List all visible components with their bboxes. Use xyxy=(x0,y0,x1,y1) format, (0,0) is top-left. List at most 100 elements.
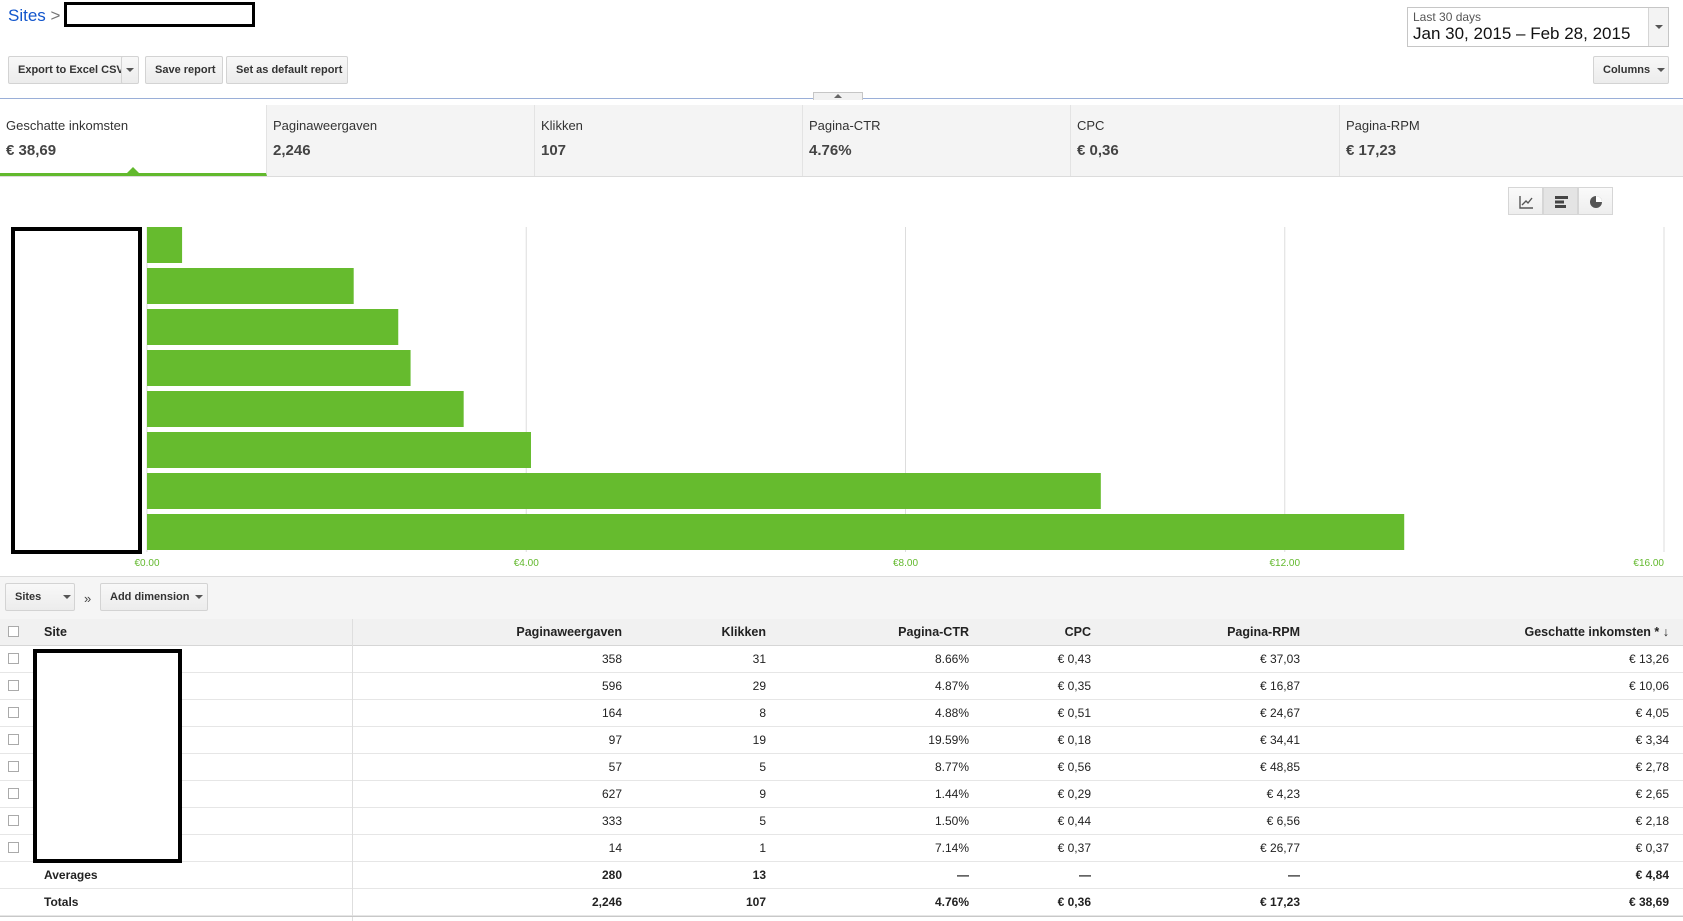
metric-tile-page-ctr[interactable]: Pagina-CTR 4.76% xyxy=(803,105,1071,176)
row-checkbox[interactable] xyxy=(8,734,19,745)
row-checkbox[interactable] xyxy=(8,707,19,718)
cell-estimated-earnings: € 3,34 xyxy=(1635,733,1669,747)
metric-tile-estimated-earnings[interactable]: Geschatte inkomsten € 38,69 xyxy=(0,105,267,176)
chart-bar[interactable] xyxy=(147,309,399,345)
table-row[interactable]: 358 31 8.66% € 0,43 € 37,03 € 13,26 xyxy=(0,646,1683,673)
chevron-up-icon xyxy=(834,94,842,98)
chart-bar[interactable] xyxy=(147,432,531,468)
metric-tiles: Geschatte inkomsten € 38,69 Paginaweerga… xyxy=(0,105,1683,177)
columns-button[interactable]: Columns xyxy=(1593,56,1669,84)
cell-page-ctr: 4.88% xyxy=(934,706,969,720)
select-all-checkbox[interactable] xyxy=(8,626,19,637)
metric-tile-cpc[interactable]: CPC € 0,36 xyxy=(1071,105,1340,176)
header-estimated-earnings[interactable]: Geschatte inkomsten * ↓ xyxy=(1524,625,1670,639)
cell-clicks: 5 xyxy=(759,760,766,774)
cell-page-ctr: 19.59% xyxy=(928,733,969,747)
cell-clicks: 19 xyxy=(752,733,766,747)
cell-page-ctr: 8.77% xyxy=(934,760,969,774)
cell-page-rpm: € 48,85 xyxy=(1259,760,1300,774)
table-row[interactable]: 14 1 7.14% € 0,37 € 26,77 € 0,37 xyxy=(0,835,1683,862)
date-range-picker[interactable]: Last 30 days Jan 30, 2015 – Feb 28, 2015 xyxy=(1407,7,1669,47)
cell-page-rpm: € 16,87 xyxy=(1259,679,1300,693)
cell-clicks: 8 xyxy=(759,706,766,720)
table-row[interactable]: 627 9 1.44% € 0,29 € 4,23 € 2,65 xyxy=(0,781,1683,808)
totals-cell-page-views: 2,246 xyxy=(591,895,622,909)
pie-chart-toggle[interactable] xyxy=(1578,187,1613,215)
set-default-report-label: Set as default report xyxy=(236,64,343,76)
averages-label: Averages xyxy=(44,868,98,882)
chevron-down-icon xyxy=(1657,68,1665,72)
metric-tile-page-rpm[interactable]: Pagina-RPM € 17,23 xyxy=(1340,105,1683,176)
averages-cell-clicks: 13 xyxy=(752,868,766,882)
cell-page-views: 57 xyxy=(608,760,622,774)
row-checkbox[interactable] xyxy=(8,788,19,799)
cell-cpc: € 0,37 xyxy=(1057,841,1091,855)
cell-page-ctr: 7.14% xyxy=(934,841,969,855)
cell-page-rpm: € 4,23 xyxy=(1266,787,1300,801)
export-options-dropdown[interactable] xyxy=(121,56,139,84)
averages-cell-cpc: — xyxy=(1079,868,1091,882)
cell-page-ctr: 8.66% xyxy=(934,652,969,666)
cell-page-rpm: € 24,67 xyxy=(1259,706,1300,720)
line-chart-toggle[interactable] xyxy=(1508,187,1543,215)
date-range-dropdown[interactable] xyxy=(1648,8,1668,46)
metric-value: 107 xyxy=(541,142,567,159)
header-cpc[interactable]: CPC xyxy=(1064,625,1091,639)
cell-estimated-earnings: € 2,65 xyxy=(1635,787,1669,801)
row-checkbox[interactable] xyxy=(8,680,19,691)
pie-chart-icon xyxy=(1590,196,1602,208)
cell-page-ctr: 1.44% xyxy=(934,787,969,801)
table-row[interactable]: 57 5 8.77% € 0,56 € 48,85 € 2,78 xyxy=(0,754,1683,781)
chevron-down-icon xyxy=(1655,25,1663,29)
chart-bar[interactable] xyxy=(147,514,1405,550)
cell-cpc: € 0,43 xyxy=(1057,652,1091,666)
table-row[interactable]: 596 29 4.87% € 0,35 € 16,87 € 10,06 xyxy=(0,673,1683,700)
row-checkbox[interactable] xyxy=(8,842,19,853)
date-range-value: Jan 30, 2015 – Feb 28, 2015 xyxy=(1413,24,1631,43)
metric-label: CPC xyxy=(1077,118,1105,133)
row-checkbox[interactable] xyxy=(8,653,19,664)
averages-cell-page-rpm: — xyxy=(1288,868,1300,882)
row-checkbox[interactable] xyxy=(8,761,19,772)
averages-cell-page-views: 280 xyxy=(601,868,622,882)
dimension-sites-dropdown[interactable]: Sites xyxy=(5,583,75,611)
export-csv-button[interactable]: Export to Excel CSV xyxy=(8,56,137,84)
metric-tile-page-views[interactable]: Paginaweergaven 2,246 xyxy=(267,105,535,176)
bar-chart-toggle[interactable] xyxy=(1543,187,1578,215)
cell-clicks: 5 xyxy=(759,814,766,828)
cell-cpc: € 0,56 xyxy=(1057,760,1091,774)
header-page-rpm[interactable]: Pagina-RPM xyxy=(1227,625,1300,639)
bar-chart-icon xyxy=(1555,196,1568,208)
chart-bar[interactable] xyxy=(147,227,183,263)
chart-bar[interactable] xyxy=(147,268,354,304)
header-page-ctr[interactable]: Pagina-CTR xyxy=(898,625,969,639)
cell-page-views: 333 xyxy=(601,814,622,828)
table-row[interactable]: 97 19 19.59% € 0,18 € 34,41 € 3,34 xyxy=(0,727,1683,754)
metric-value: € 38,69 xyxy=(6,142,57,159)
breadcrumb-sites-link[interactable]: Sites xyxy=(8,6,46,25)
header-page-views[interactable]: Paginaweergaven xyxy=(516,625,622,639)
add-dimension-dropdown[interactable]: Add dimension xyxy=(100,583,208,611)
chart-bar[interactable] xyxy=(147,473,1101,509)
metric-value: 2,246 xyxy=(273,142,311,159)
chart-bar[interactable] xyxy=(147,391,464,427)
row-checkbox[interactable] xyxy=(8,815,19,826)
cell-estimated-earnings: € 2,18 xyxy=(1635,814,1669,828)
cell-clicks: 29 xyxy=(752,679,766,693)
set-default-report-button[interactable]: Set as default report xyxy=(226,56,348,84)
header-site[interactable]: Site xyxy=(44,625,67,639)
metric-tile-clicks[interactable]: Klikken 107 xyxy=(535,105,803,176)
chart-bar[interactable] xyxy=(147,350,411,386)
save-report-button[interactable]: Save report xyxy=(145,56,223,84)
cell-page-views: 164 xyxy=(601,706,622,720)
table-bottom-border xyxy=(0,916,1683,917)
metric-label: Klikken xyxy=(541,118,583,133)
cell-estimated-earnings: € 2,78 xyxy=(1635,760,1669,774)
collapse-chart-toggle[interactable] xyxy=(813,92,863,100)
table-row[interactable]: 164 8 4.88% € 0,51 € 24,67 € 4,05 xyxy=(0,700,1683,727)
metric-value: 4.76% xyxy=(809,142,852,159)
table-row[interactable]: 333 5 1.50% € 0,44 € 6,56 € 2,18 xyxy=(0,808,1683,835)
header-clicks[interactable]: Klikken xyxy=(721,625,766,639)
redacted-site-names xyxy=(33,649,182,863)
averages-cell-estimated-earnings: € 4,84 xyxy=(1635,868,1669,882)
